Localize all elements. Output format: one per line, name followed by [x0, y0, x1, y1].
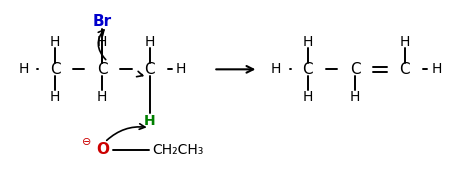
Text: ⊖: ⊖ [82, 137, 91, 147]
Text: C: C [97, 62, 108, 77]
Text: H: H [144, 114, 155, 128]
Text: C: C [144, 62, 155, 77]
Text: H: H [271, 62, 282, 76]
Text: C: C [302, 62, 313, 77]
Text: O: O [96, 143, 109, 157]
Text: H: H [145, 35, 155, 49]
Text: H: H [350, 90, 360, 104]
Text: H: H [176, 62, 186, 76]
Text: H: H [400, 35, 410, 49]
Text: H: H [50, 90, 60, 104]
Text: Br: Br [93, 14, 112, 29]
Text: H: H [303, 35, 313, 49]
Text: C: C [50, 62, 60, 77]
Text: H: H [97, 35, 108, 49]
Text: C: C [400, 62, 410, 77]
Text: H: H [97, 90, 108, 104]
Text: CH₂CH₃: CH₂CH₃ [153, 143, 204, 157]
Text: H: H [303, 90, 313, 104]
Text: H: H [18, 62, 28, 76]
Text: C: C [350, 62, 360, 77]
Text: H: H [50, 35, 60, 49]
Text: H: H [431, 62, 442, 76]
